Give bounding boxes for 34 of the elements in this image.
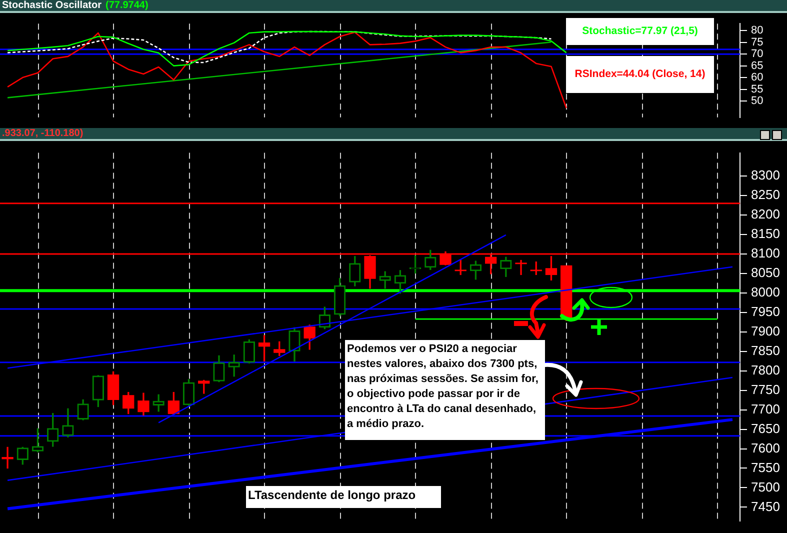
y-tick-label: 8000	[751, 284, 780, 300]
y-tick-label: 7650	[751, 420, 780, 436]
y-tick-label: 70	[751, 48, 764, 60]
chart-title: Stochastic Oscillator	[2, 0, 102, 11]
y-tick-label: 75	[751, 36, 764, 48]
y-tick-label: 80	[751, 24, 764, 37]
y-tick-label: 7450	[751, 498, 780, 514]
candlestick	[2, 446, 14, 469]
y-tick-label: 7550	[751, 460, 780, 475]
y-tick-label: 8300	[751, 168, 780, 183]
y-tick-label: 7850	[751, 342, 780, 358]
y-tick-label: 7600	[751, 440, 780, 456]
candlestick	[515, 260, 527, 276]
y-tick-label: 7500	[751, 479, 780, 494]
y-tick-label: 7900	[751, 324, 780, 339]
y-tick-label: 55	[751, 83, 764, 96]
annotation: RSIndex=44.04 (Close, 14)	[566, 56, 714, 93]
annotation: Stochastic=77.97 (21,5)	[566, 18, 714, 45]
annotation: LTascendente de longo prazo	[246, 486, 441, 508]
y-tick-label: 8250	[751, 187, 780, 202]
y-tick-label: 8200	[751, 206, 780, 222]
y-tick-label: 7950	[751, 304, 780, 320]
y-tick-label: 8100	[751, 246, 780, 261]
y-tick-label: 7750	[751, 382, 780, 397]
chart-title: .933.07, -110.180)	[2, 128, 84, 139]
y-tick-label: 65	[751, 60, 764, 72]
annotation: Podemos ver o PSI20 a negociar nestes valores, abaixo dos 7300 pts, nas próximas sessões. Se assim for, o objectivo pode passar por ir de encontro à LTa do canal desenhado, a médio prazo.	[345, 340, 545, 440]
y-tick-label: 50	[751, 95, 764, 108]
y-tick-label: 60	[751, 72, 764, 84]
y-tick-label: 8150	[751, 226, 780, 242]
y-tick-label: 7700	[751, 401, 780, 416]
chart-subtitle: (77.9744)	[105, 0, 148, 11]
y-tick-label: 8050	[751, 265, 780, 280]
y-tick-label: 7800	[751, 362, 780, 378]
